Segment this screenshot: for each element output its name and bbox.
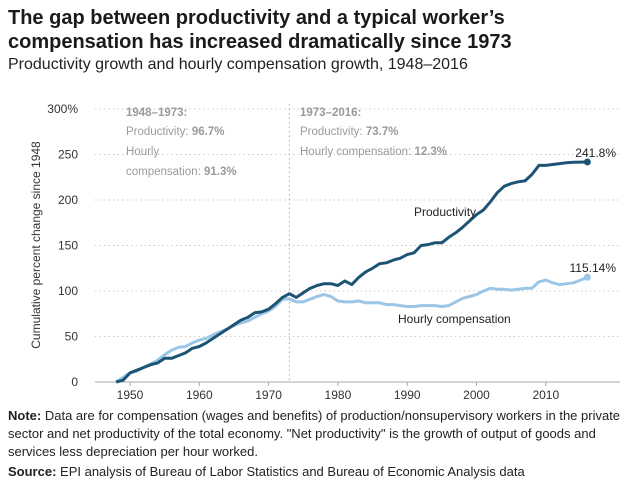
end-label-compensation: 115.14% [570, 261, 617, 275]
series-line-compensation [115, 275, 588, 384]
series-line-productivity [115, 160, 588, 384]
period1-compensation-line1: Hourly [126, 146, 159, 158]
period2-compensation: Hourly compensation: 12.3% [300, 146, 447, 158]
x-tick-label: 1970 [255, 388, 282, 402]
y-tick-label: 0 [71, 375, 78, 389]
series-label-compensation: Hourly compensation [398, 312, 511, 326]
y-tick-label: 250 [58, 148, 78, 162]
period1-heading: 1948–1973: [126, 107, 187, 119]
end-point-compensation [583, 273, 591, 281]
period1-productivity: Productivity: 96.7% [126, 126, 224, 138]
y-tick-label: 50 [65, 330, 79, 344]
x-tick-label: 1960 [186, 388, 213, 402]
period2-productivity: Productivity: 73.7% [300, 126, 398, 138]
y-tick-label: 300% [47, 102, 78, 116]
y-tick-label: 200 [58, 193, 78, 207]
line-chart: 0 50 100 150 200 250 300% 1950 1960 1970 1980 1990 2… [29, 102, 620, 402]
source-label: Source: [8, 464, 57, 479]
x-tick-label: 2010 [532, 388, 559, 402]
source-text: EPI analysis of Bureau of Labor Statisti… [60, 464, 525, 479]
end-point-productivity [583, 158, 591, 166]
y-axis-label: Cumulative percent change since 1948 [29, 141, 43, 349]
x-tick-label: 2000 [463, 388, 490, 402]
y-tick-label: 100 [58, 284, 78, 298]
chart-source: Source: EPI analysis of Bureau of Labor … [8, 463, 636, 481]
note-text: Data are for compensation (wages and ben… [8, 408, 621, 459]
chart-title: The gap between productivity and a typic… [8, 7, 512, 53]
series-label-productivity: Productivity [414, 205, 476, 219]
x-tick-label: 1990 [394, 388, 421, 402]
y-tick-label: 150 [58, 239, 78, 253]
x-tick-label: 1980 [325, 388, 352, 402]
chart-subtitle: Productivity growth and hourly compensat… [8, 56, 468, 73]
period1-compensation: compensation: 91.3% [126, 166, 237, 178]
chart-note: Note: Data are for compensation (wages a… [8, 407, 636, 461]
end-label-productivity: 241.8% [575, 146, 616, 160]
note-label: Note: [8, 408, 42, 423]
x-tick-label: 1950 [117, 388, 144, 402]
period2-heading: 1973–2016: [300, 107, 361, 119]
